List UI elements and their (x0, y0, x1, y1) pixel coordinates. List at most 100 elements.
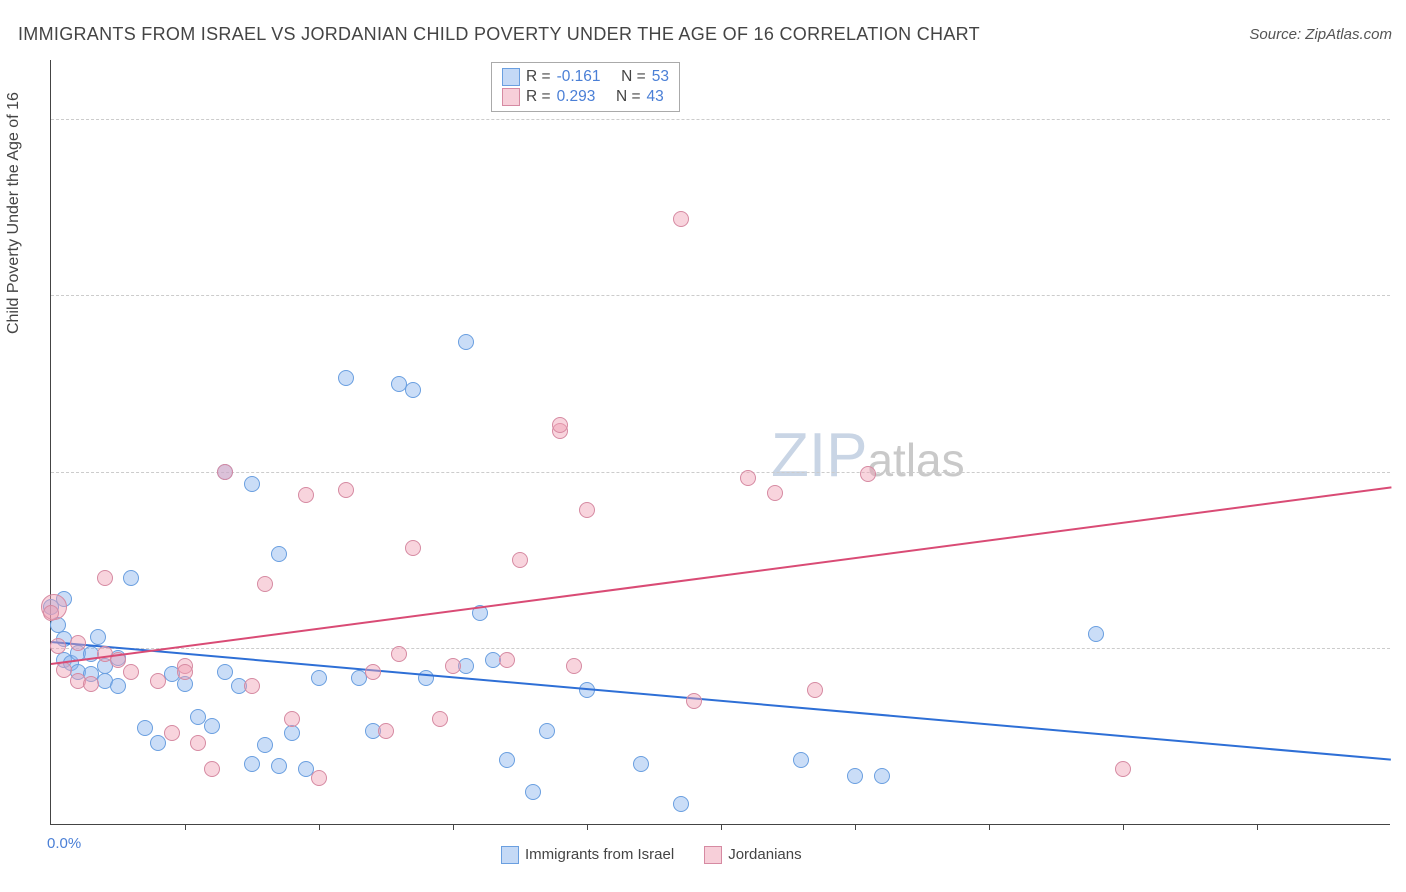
data-point (539, 723, 555, 739)
r-value: 0.293 (557, 88, 596, 106)
swatch-icon (502, 88, 520, 106)
data-point (244, 756, 260, 772)
data-point (83, 676, 99, 692)
r-value: -0.161 (557, 68, 601, 86)
data-point (378, 723, 394, 739)
data-point (110, 678, 126, 694)
data-point (204, 761, 220, 777)
data-point (418, 670, 434, 686)
data-point (123, 664, 139, 680)
legend-row: R = -0.161 N = 53 (502, 67, 669, 87)
legend-item: Immigrants from Israel (501, 846, 674, 864)
data-point (284, 725, 300, 741)
data-point (445, 658, 461, 674)
data-point (311, 770, 327, 786)
x-tick-mark (185, 824, 186, 830)
data-point (525, 784, 541, 800)
data-point (807, 682, 823, 698)
n-label: N = (621, 68, 646, 86)
watermark-zip: ZIP (771, 421, 867, 490)
x-tick-mark (319, 824, 320, 830)
data-point (70, 635, 86, 651)
source-prefix: Source: (1249, 26, 1305, 43)
data-point (1115, 761, 1131, 777)
data-point (50, 638, 66, 654)
data-point (552, 417, 568, 433)
data-point (137, 720, 153, 736)
data-point (298, 487, 314, 503)
r-label: R = (526, 68, 551, 86)
series-legend: Immigrants from Israel Jordanians (501, 846, 802, 864)
watermark-atlas: atlas (867, 434, 964, 486)
grid-line (51, 472, 1390, 473)
data-point (244, 678, 260, 694)
source-attribution: Source: ZipAtlas.com (1249, 26, 1392, 43)
x-tick-mark (1123, 824, 1124, 830)
data-point (257, 576, 273, 592)
data-point (150, 735, 166, 751)
data-point (217, 664, 233, 680)
trend-line (51, 641, 1391, 761)
x-tick-mark (855, 824, 856, 830)
swatch-icon (501, 846, 519, 864)
data-point (499, 652, 515, 668)
data-point (633, 756, 649, 772)
data-point (217, 464, 233, 480)
data-point (338, 482, 354, 498)
data-point (673, 796, 689, 812)
n-value: 53 (652, 68, 669, 86)
n-value: 43 (647, 88, 664, 106)
chart-title: IMMIGRANTS FROM ISRAEL VS JORDANIAN CHIL… (18, 24, 980, 45)
trend-line (51, 486, 1391, 665)
data-point (365, 664, 381, 680)
data-point (767, 485, 783, 501)
data-point (499, 752, 515, 768)
data-point (204, 718, 220, 734)
x-tick-mark (721, 824, 722, 830)
data-point (150, 673, 166, 689)
data-point (1088, 626, 1104, 642)
grid-line (51, 295, 1390, 296)
n-label: N = (616, 88, 641, 106)
swatch-icon (502, 68, 520, 86)
data-point (432, 711, 448, 727)
legend-label: Immigrants from Israel (525, 846, 674, 863)
data-point (190, 735, 206, 751)
data-point (458, 334, 474, 350)
data-point (284, 711, 300, 727)
x-tick-mark (453, 824, 454, 830)
swatch-icon (704, 846, 722, 864)
data-point (566, 658, 582, 674)
data-point (338, 370, 354, 386)
data-point (405, 540, 421, 556)
data-point (244, 476, 260, 492)
x-tick-mark (989, 824, 990, 830)
x-tick-mark (1257, 824, 1258, 830)
data-point (177, 664, 193, 680)
grid-line (51, 119, 1390, 120)
data-point (311, 670, 327, 686)
data-point (271, 546, 287, 562)
data-point (673, 211, 689, 227)
data-point (740, 470, 756, 486)
data-point (391, 646, 407, 662)
data-point (874, 768, 890, 784)
data-point (257, 737, 273, 753)
x-tick-label: 0.0% (47, 835, 81, 852)
data-point (686, 693, 702, 709)
data-point (123, 570, 139, 586)
grid-line (51, 648, 1390, 649)
data-point (405, 382, 421, 398)
r-label: R = (526, 88, 551, 106)
data-point (97, 570, 113, 586)
correlation-legend: R = -0.161 N = 53 R = 0.293 N = 43 (491, 62, 680, 112)
data-point (793, 752, 809, 768)
data-point (164, 725, 180, 741)
data-point (90, 629, 106, 645)
y-axis-label: Child Poverty Under the Age of 16 (5, 92, 23, 334)
legend-item: Jordanians (704, 846, 801, 864)
legend-row: R = 0.293 N = 43 (502, 87, 669, 107)
data-point (847, 768, 863, 784)
legend-label: Jordanians (728, 846, 801, 863)
source-name: ZipAtlas.com (1305, 26, 1392, 43)
